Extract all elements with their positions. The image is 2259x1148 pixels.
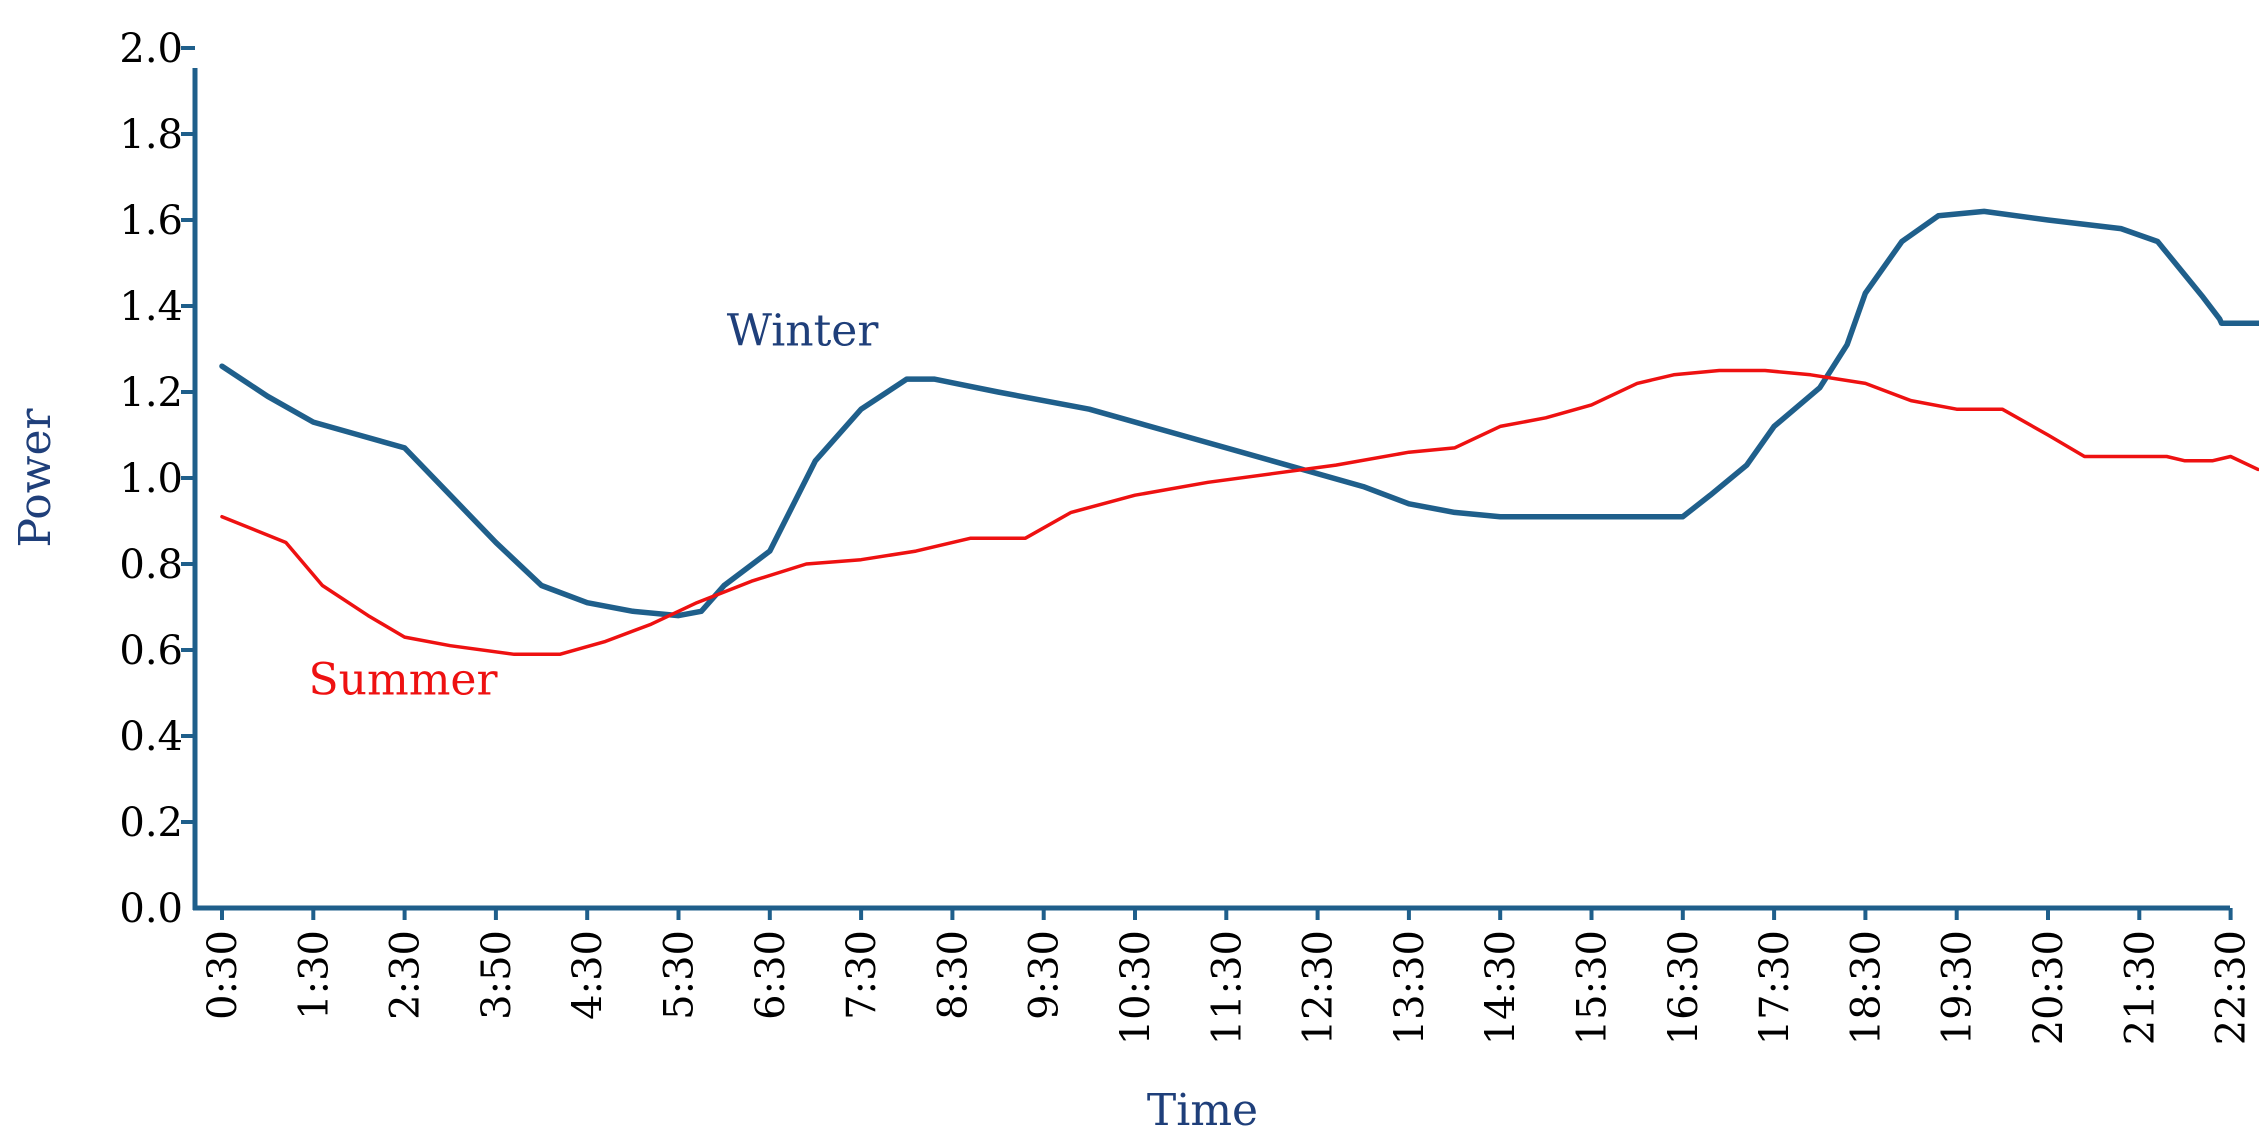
y-tick-label: 2.0	[119, 26, 183, 72]
series-label-winter: Winter	[727, 306, 880, 357]
x-tick-label: 13:30	[1387, 930, 1433, 1045]
plot-area: 0.0 0.2 0.4 0.6 0.8 1.0 1.2 1.4 1.6 1.8 2.0 0:30 1:…	[119, 26, 2259, 1045]
series-labels: Winter Summer	[309, 306, 880, 706]
y-tick-group: 0.0 0.2 0.4 0.6 0.8 1.0 1.2 1.4 1.6 1.8 2.0	[119, 26, 195, 932]
y-axis-title: Power	[10, 408, 61, 548]
x-tick-label: 12:30	[1296, 930, 1342, 1045]
x-tick-label: 22:30	[2209, 930, 2255, 1045]
x-axis-title: Time	[1147, 1085, 1258, 1136]
x-tick-label: 6:30	[748, 930, 794, 1020]
y-tick-label: 0.4	[119, 714, 183, 760]
x-tick-label: 1:30	[291, 930, 337, 1020]
x-tick-label: 9:30	[1022, 930, 1068, 1020]
y-tick-label: 0.0	[119, 886, 183, 932]
x-tick-label: 15:30	[1570, 930, 1616, 1045]
x-tick-label: 21:30	[2117, 930, 2163, 1045]
x-tick-label: 14:30	[1478, 930, 1524, 1045]
x-tick-label: 8:30	[930, 930, 976, 1020]
x-tick-label: 7:30	[839, 930, 885, 1020]
x-tick-label: 5:30	[657, 930, 703, 1020]
x-tick-group: 0:30 1:30 2:30 3:50 4:30 5:30 6:30 7:30 8:30 9:30…	[200, 908, 2255, 1045]
x-tick-label: 3:50	[474, 930, 520, 1020]
x-tick-label: 11:30	[1204, 930, 1250, 1045]
x-tick-label: 2:30	[383, 930, 429, 1020]
y-tick-label: 0.6	[119, 628, 183, 674]
y-tick-label: 1.4	[119, 284, 183, 330]
y-tick-label: 1.0	[119, 456, 183, 502]
x-tick-label: 16:30	[1661, 930, 1707, 1045]
x-tick-label: 0:30	[200, 930, 246, 1020]
x-tick-label: 19:30	[1935, 930, 1981, 1045]
series-line-summer	[220, 368, 2259, 657]
y-tick-label: 1.6	[119, 198, 183, 244]
x-tick-label: 17:30	[1752, 930, 1798, 1045]
x-tick-label: 18:30	[1843, 930, 1889, 1045]
series-lines	[219, 208, 2259, 657]
x-tick-label: 20:30	[2026, 930, 2072, 1045]
x-tick-label: 10:30	[1113, 930, 1159, 1045]
series-label-summer: Summer	[309, 654, 499, 705]
y-tick-label: 0.2	[119, 800, 183, 846]
series-line-winter	[219, 208, 2259, 619]
y-tick-label: 1.2	[119, 370, 183, 416]
x-tick-label: 4:30	[565, 930, 611, 1020]
y-tick-label: 1.8	[119, 112, 183, 158]
y-tick-label: 0.8	[119, 542, 183, 588]
